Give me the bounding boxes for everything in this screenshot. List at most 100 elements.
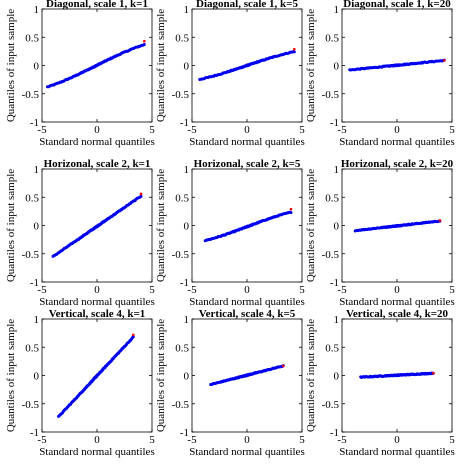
y-tick-label: 0 [34,221,40,233]
x-axis-label: Standard normal quantiles [339,296,454,308]
subplot-9: Vertical, scale 4, k=20 -5 0 5 -1 -0.5 0 0.5 1 St… [305,308,455,458]
data-point [131,335,135,339]
x-tick-label: 0 [94,124,100,136]
y-tick-label: -1 [330,427,339,439]
x-tick-label: 0 [94,434,100,446]
y-tick-label: -1 [30,117,39,129]
reference-point [293,47,296,51]
x-axis-label: Standard normal quantiles [339,136,454,148]
x-tick-label: -5 [187,124,197,136]
y-tick-label: -0.5 [322,399,340,411]
x-tick-label: -5 [187,284,197,296]
x-axis-label: Standard normal quantiles [39,446,154,458]
x-axis-label: Standard normal quantiles [39,296,154,308]
x-tick-label: -5 [337,434,347,446]
reference-point [282,364,285,368]
x-tick-label: 0 [394,284,400,296]
x-tick-label: 5 [299,434,305,446]
subplot-title: Horizonal, scale 2, k=20 [341,158,454,170]
y-axis-label: Quantiles of input sample [155,319,167,432]
x-axis-label: Standard normal quantiles [339,446,454,458]
subplot-4: Horizonal, scale 2, k=1 -5 0 5 -1 -0.5 0 0.5 1 St… [5,158,155,308]
x-tick-label: 0 [244,434,250,446]
y-tick-label: 0.5 [25,342,39,354]
x-tick-label: 5 [149,284,155,296]
x-tick-label: 0 [94,284,100,296]
y-tick-label: 0 [184,371,190,383]
y-tick-label: 0.5 [325,32,339,44]
x-tick-label: 0 [244,124,250,136]
y-tick-label: -1 [330,277,339,289]
subplot-6: Horizonal, scale 2, k=20 -5 0 5 -1 -0.5 0 0.5 1 S… [305,158,455,308]
data-layer [46,39,146,89]
reference-point [139,192,143,196]
y-tick-label: 1 [184,4,190,16]
y-tick-label: -1 [180,117,189,129]
x-axis-label: Standard normal quantiles [189,296,304,308]
data-layer [359,371,435,380]
subplot-5: Horizonal, scale 2, k=5 -5 0 5 -1 -0.5 0 0.5 1 St… [155,158,305,308]
y-tick-label: 0 [34,61,40,73]
reference-point [432,371,435,375]
subplot-title: Vertical, scale 4, k=5 [199,308,296,320]
y-tick-label: -0.5 [22,399,40,411]
reference-point [143,39,146,43]
y-tick-label: -0.5 [172,249,190,261]
x-tick-label: 0 [394,434,400,446]
y-axis-label: Quantiles of input sample [155,9,167,122]
y-tick-label: -0.5 [172,399,190,411]
y-tick-label: -1 [30,427,39,439]
y-tick-label: 1 [334,164,340,176]
data-layer [209,364,285,387]
x-tick-label: -5 [37,284,47,296]
y-tick-label: 1 [34,164,40,176]
subplot-7: Vertical, scale 4, k=1 -5 0 5 -1 -0.5 0 0.5 1 Sta… [5,308,155,458]
subplot-title: Diagonal, scale 1, k=5 [196,0,298,10]
y-tick-label: -1 [330,117,339,129]
x-tick-label: 5 [449,124,455,136]
y-tick-label: 0.5 [325,342,339,354]
y-axis-label: Quantiles of input sample [5,319,17,432]
y-tick-label: -0.5 [172,89,190,101]
x-tick-label: -5 [187,434,197,446]
y-axis-label: Quantiles of input sample [305,169,317,282]
subplot-2: Diagonal, scale 1, k=5 -5 0 5 -1 -0.5 0 0.5 1 Sta… [155,0,305,148]
x-tick-label: 5 [149,434,155,446]
x-tick-label: 5 [449,434,455,446]
subplot-title: Diagonal, scale 1, k=1 [46,0,148,10]
x-tick-label: 0 [244,284,250,296]
x-tick-label: -5 [37,124,47,136]
y-axis-label: Quantiles of input sample [305,319,317,432]
y-tick-label: 0 [184,61,190,73]
y-axis-label: Quantiles of input sample [5,9,17,122]
subplot-title: Vertical, scale 4, k=20 [346,308,449,320]
data-layer [198,47,296,82]
x-tick-label: -5 [37,434,47,446]
y-tick-label: 0.5 [25,192,39,204]
y-tick-label: 1 [34,4,40,16]
reference-point [438,219,442,222]
y-tick-label: 0.5 [25,32,39,44]
y-tick-label: 0.5 [325,192,339,204]
y-tick-label: -0.5 [322,89,340,101]
subplot-title: Horizonal, scale 2, k=5 [194,158,301,170]
y-tick-label: 1 [184,164,190,176]
y-axis-label: Quantiles of input sample [305,9,317,122]
data-point [139,194,143,198]
y-tick-label: 0 [334,371,340,383]
x-tick-label: 5 [149,124,155,136]
y-tick-label: 0.5 [175,342,189,354]
y-axis-label: Quantiles of input sample [5,169,17,282]
data-layer [203,207,293,243]
x-axis-label: Standard normal quantiles [39,136,154,148]
x-tick-label: -5 [337,124,347,136]
y-tick-label: 1 [184,314,190,326]
x-tick-label: -5 [337,284,347,296]
x-tick-label: 0 [394,124,400,136]
reference-point [132,333,135,337]
y-tick-label: 1 [334,4,340,16]
y-tick-label: -1 [30,277,39,289]
subplot-1: Diagonal, scale 1, k=1 -5 0 5 -1 -0.5 0 0.5 1 Sta… [5,0,155,148]
x-axis-label: Standard normal quantiles [189,136,304,148]
